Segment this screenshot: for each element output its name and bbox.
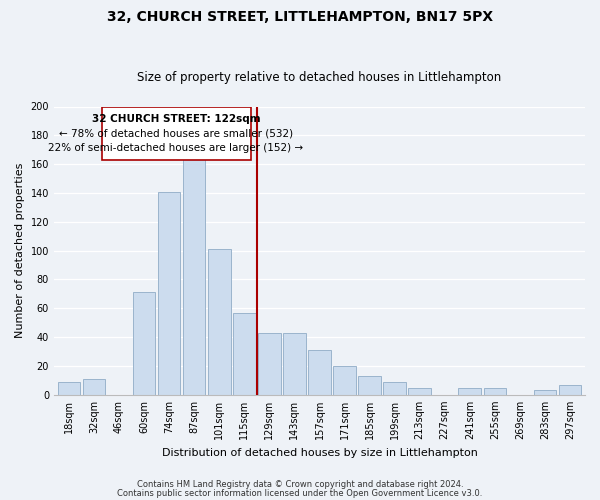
Bar <box>83 379 105 395</box>
Bar <box>409 388 431 395</box>
FancyBboxPatch shape <box>101 106 251 160</box>
Bar <box>484 388 506 395</box>
Bar <box>58 382 80 395</box>
Bar <box>533 390 556 395</box>
Bar <box>158 192 181 395</box>
Y-axis label: Number of detached properties: Number of detached properties <box>15 163 25 338</box>
Text: 32 CHURCH STREET: 122sqm: 32 CHURCH STREET: 122sqm <box>92 114 260 124</box>
Text: 32, CHURCH STREET, LITTLEHAMPTON, BN17 5PX: 32, CHURCH STREET, LITTLEHAMPTON, BN17 5… <box>107 10 493 24</box>
Text: ← 78% of detached houses are smaller (532): ← 78% of detached houses are smaller (53… <box>59 128 293 138</box>
Bar <box>308 350 331 395</box>
Text: Contains HM Land Registry data © Crown copyright and database right 2024.: Contains HM Land Registry data © Crown c… <box>137 480 463 489</box>
Bar <box>383 382 406 395</box>
Bar <box>358 376 381 395</box>
X-axis label: Distribution of detached houses by size in Littlehampton: Distribution of detached houses by size … <box>161 448 478 458</box>
Bar <box>559 384 581 395</box>
Text: Contains public sector information licensed under the Open Government Licence v3: Contains public sector information licen… <box>118 488 482 498</box>
Bar <box>183 156 205 395</box>
Bar <box>283 333 305 395</box>
Bar <box>208 249 230 395</box>
Bar <box>333 366 356 395</box>
Bar <box>258 333 281 395</box>
Text: 22% of semi-detached houses are larger (152) →: 22% of semi-detached houses are larger (… <box>49 142 304 152</box>
Bar <box>133 292 155 395</box>
Title: Size of property relative to detached houses in Littlehampton: Size of property relative to detached ho… <box>137 72 502 85</box>
Bar <box>233 312 256 395</box>
Bar <box>458 388 481 395</box>
